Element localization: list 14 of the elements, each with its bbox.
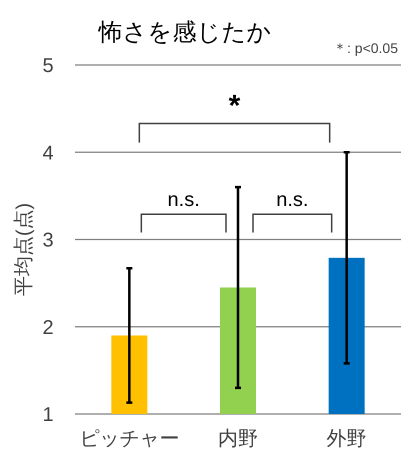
y-tick-label: 5 <box>42 55 54 77</box>
y-tick-label: 4 <box>42 142 54 164</box>
x-tick-label: 外野 <box>326 428 367 450</box>
x-tick-label: 内野 <box>218 428 258 450</box>
annotation: n.s. <box>168 189 200 212</box>
y-tick-label: 3 <box>42 230 54 252</box>
annotation: n.s. <box>276 189 308 212</box>
chart-title: 怖さを感じたか <box>98 19 272 46</box>
x-tick-label: ピッチャー <box>79 428 180 450</box>
y-tick-label: 1 <box>42 404 54 426</box>
y-axis-title: 平均点(点) <box>13 202 35 296</box>
text: ＊: p<0.05 <box>333 40 398 56</box>
annotation: * <box>228 89 241 122</box>
y-tick-label: 2 <box>42 316 54 339</box>
